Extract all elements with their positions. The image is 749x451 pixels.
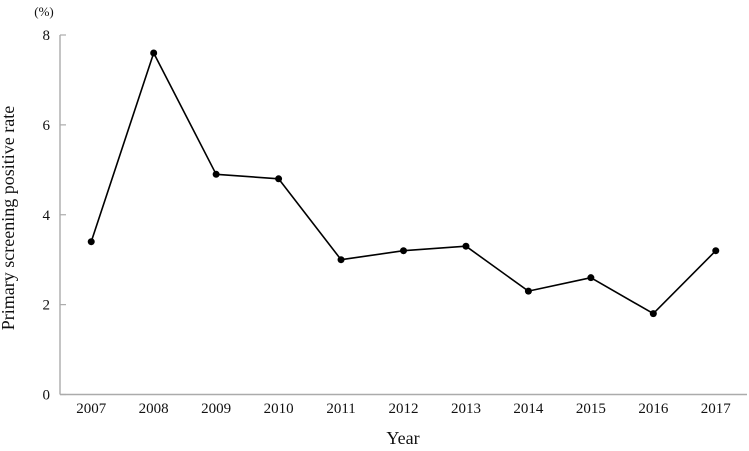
x-tick-label: 2013 <box>451 401 481 417</box>
y-tick-label: 2 <box>43 298 51 314</box>
y-tick-label: 4 <box>43 208 51 224</box>
y-tick-label: 6 <box>43 118 51 134</box>
data-point <box>150 49 158 57</box>
x-tick-label: 2010 <box>264 401 294 417</box>
x-axis-title: Year <box>386 428 419 448</box>
x-tick-label: 2015 <box>576 401 606 417</box>
data-point <box>212 170 220 178</box>
x-tick-label: 2016 <box>638 401 669 417</box>
data-point <box>400 247 407 255</box>
data-point <box>275 175 283 183</box>
data-point <box>587 274 595 282</box>
data-point <box>712 247 720 255</box>
x-tick-label: 2011 <box>326 401 355 417</box>
x-tick-label: 2009 <box>201 401 231 417</box>
data-point <box>649 310 657 318</box>
y-axis-title: Primary screening positive rate <box>0 106 18 330</box>
y-axis-unit-label: (%) <box>34 4 54 19</box>
x-tick-label: 2014 <box>513 401 544 417</box>
data-series-layer <box>87 49 720 318</box>
axes-layer: 0 2 4 6 8 2007 2008 2009 2010 2011 2012 2013 2014 201… <box>43 28 747 417</box>
data-point <box>337 256 345 264</box>
x-tick-label: 2012 <box>389 401 419 417</box>
x-tick-label: 2017 <box>701 401 732 417</box>
x-tick-label: 2008 <box>139 401 169 417</box>
data-line <box>90 52 717 315</box>
data-point <box>462 242 470 250</box>
data-point <box>524 287 532 295</box>
x-tick-label: 2007 <box>76 401 107 417</box>
data-point <box>87 238 95 246</box>
y-tick-label: 8 <box>43 28 51 44</box>
y-tick-label: 0 <box>43 388 51 404</box>
